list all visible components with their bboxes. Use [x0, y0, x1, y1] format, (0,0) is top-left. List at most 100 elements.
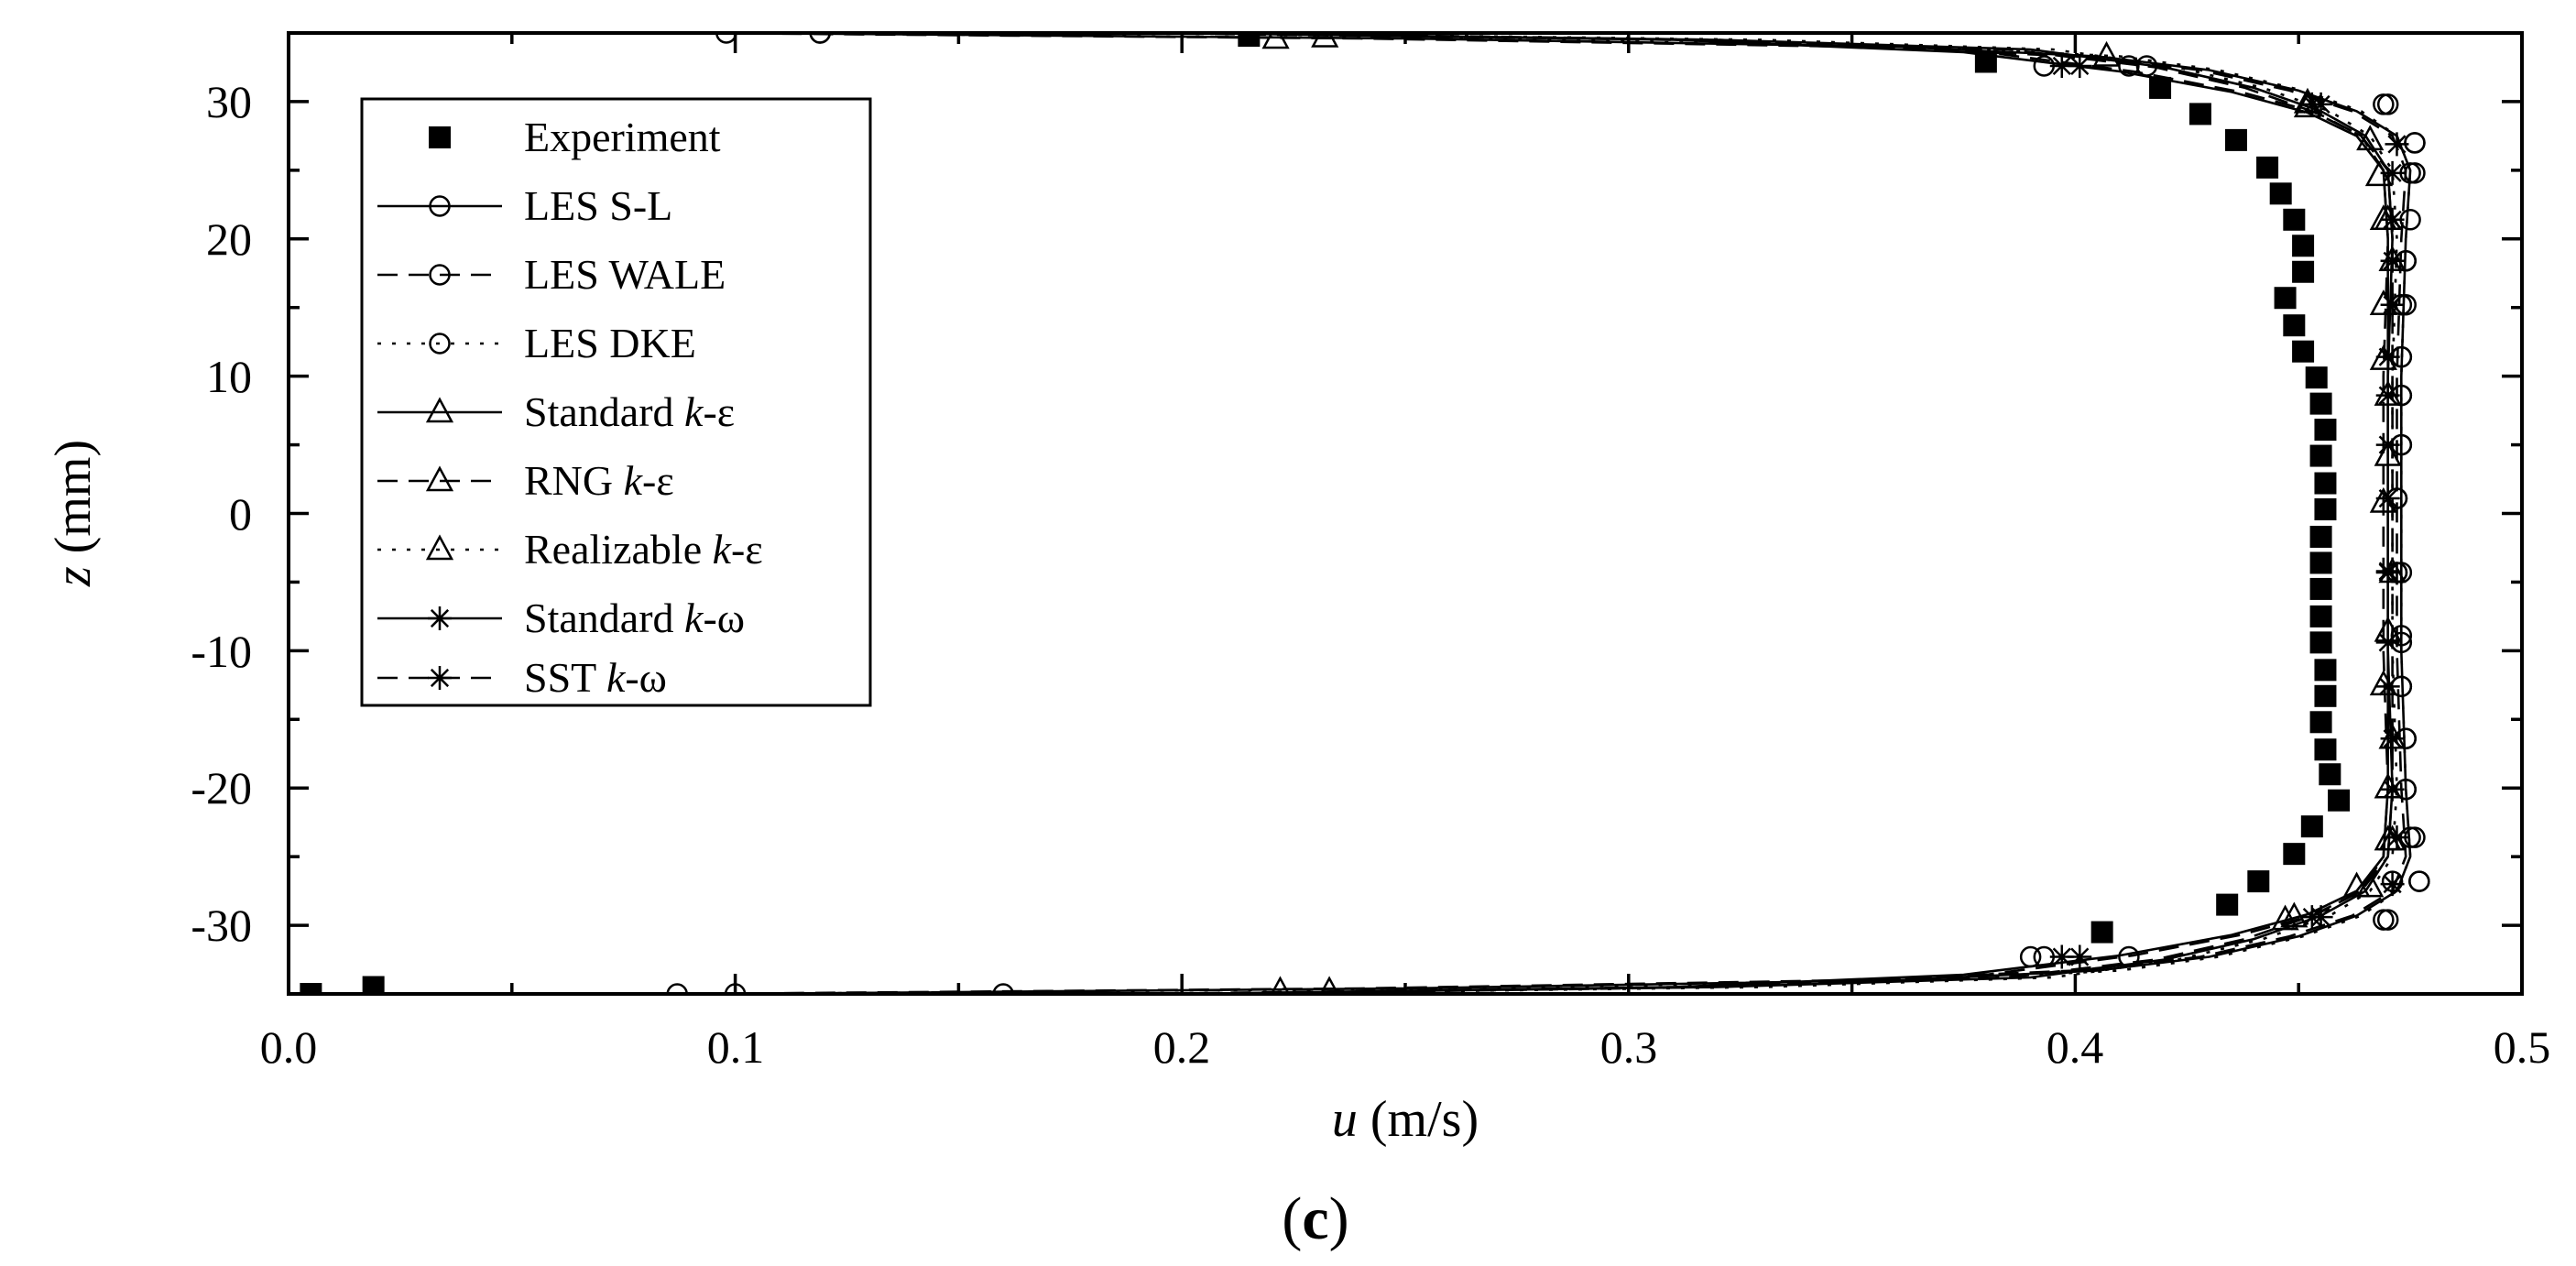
y-tick-label: 30 [206, 76, 252, 127]
legend-marker-sample [428, 606, 452, 630]
data-point [2309, 577, 2332, 600]
y-tick-label: -10 [191, 626, 252, 677]
series-layer [300, 33, 2430, 994]
panel-label: (c) [1282, 1185, 1348, 1252]
series-1 [724, 33, 2430, 994]
data-point [2300, 815, 2323, 838]
x-tick-label: 0.1 [707, 1021, 765, 1073]
data-point [2328, 789, 2351, 812]
legend-marker-sample [429, 264, 451, 286]
legend-label-sst-k-omega: SST k-ω [524, 654, 667, 701]
data-point [2314, 472, 2337, 495]
data-point [1319, 976, 1339, 994]
data-point [362, 976, 385, 994]
series-2 [666, 33, 2426, 994]
y-tick-label: -30 [191, 900, 252, 951]
data-point [2090, 921, 2113, 944]
data-point [2309, 631, 2332, 654]
data-point [2309, 92, 2333, 116]
legend-label-standard-k-omega: Standard k-ω [524, 595, 745, 641]
series-line [1137, 33, 2390, 994]
data-point [2247, 870, 2270, 893]
series-line [735, 33, 2412, 994]
legend-label-les-dke: LES DKE [524, 320, 696, 366]
data-point [2380, 292, 2405, 317]
series-4 [1182, 33, 2402, 994]
data-point [2309, 392, 2332, 415]
data-point [2283, 314, 2306, 337]
data-point [2375, 383, 2400, 408]
y-tick-label: 20 [206, 213, 252, 265]
data-point [2373, 909, 2395, 931]
data-point [2375, 674, 2400, 699]
series-3 [735, 33, 2430, 994]
data-point [992, 983, 1014, 994]
data-point [2314, 684, 2337, 707]
data-point [2385, 132, 2409, 157]
data-point [2314, 738, 2337, 761]
data-point [2375, 432, 2400, 457]
x-tick-label: 0.3 [1600, 1021, 1658, 1073]
data-point [666, 983, 688, 994]
y-tick-labels: 30 20 10 0 -10 -20 -30 [191, 76, 252, 951]
data-point [2309, 711, 2332, 734]
x-axis-title: u (m/s) [1332, 1091, 1479, 1148]
data-point [2380, 777, 2405, 802]
series-5 [1137, 33, 2407, 994]
legend-marker-sample [428, 666, 452, 690]
x-tick-label: 0.5 [2494, 1021, 2551, 1073]
data-point [2283, 208, 2306, 231]
data-point [2309, 551, 2332, 574]
series-line [1226, 33, 2394, 994]
data-point [2309, 605, 2332, 628]
data-point [2068, 944, 2092, 969]
data-point [2309, 444, 2332, 467]
panel-label-close: ) [1329, 1185, 1349, 1252]
data-point [2189, 103, 2211, 126]
y-axis-title: z (mm) [45, 440, 102, 587]
series-line [735, 33, 2412, 994]
data-point [2256, 156, 2279, 179]
data-point [2375, 486, 2400, 511]
data-point [2118, 945, 2140, 968]
panel-label-letter: c [1302, 1185, 1328, 1252]
series-line [1182, 33, 2389, 994]
y-tick-label: -20 [191, 762, 252, 813]
data-point [2309, 905, 2333, 930]
data-point [2376, 909, 2399, 931]
data-point [2356, 871, 2385, 898]
legend-label-les-sl: LES S-L [524, 182, 672, 229]
legend-label-rng-k-epsilon: RNG k-ε [524, 457, 674, 504]
legend-marker-sample [429, 333, 451, 355]
y-axis-variable: z [45, 566, 102, 587]
data-point [2380, 160, 2405, 185]
x-axis-variable: u [1332, 1091, 1358, 1148]
data-point [2408, 870, 2430, 892]
legend-label-standard-k-epsilon: Standard k-ε [524, 388, 735, 435]
panel-label-open: ( [1282, 1185, 1302, 1252]
legend-marker-sample [425, 534, 454, 561]
data-point [2049, 53, 2074, 78]
series-line [690, 33, 2407, 994]
x-tick-labels: 0.0 0.1 0.2 0.3 0.4 0.5 [260, 1021, 2551, 1073]
data-point [2224, 128, 2247, 151]
data-point [2068, 53, 2092, 78]
y-tick-label: 10 [206, 351, 252, 402]
legend-marker-sample [425, 465, 454, 492]
series-0 [300, 33, 2351, 994]
legend-label-les-wale: LES WALE [524, 251, 726, 298]
data-point [2314, 498, 2337, 521]
data-point [2375, 630, 2400, 655]
data-point [2380, 248, 2405, 273]
data-point [2319, 763, 2341, 786]
data-point [2375, 344, 2400, 369]
legend: Experiment LES S-L LES WALE LES DKE Stan… [360, 97, 872, 707]
data-point [2283, 843, 2306, 866]
series-8 [1226, 33, 2405, 994]
series-7 [1182, 33, 2409, 994]
data-point [2380, 207, 2405, 232]
data-point [809, 33, 831, 44]
data-point [300, 983, 322, 994]
data-point [2314, 419, 2337, 442]
x-tick-label: 0.2 [1153, 1021, 1211, 1073]
